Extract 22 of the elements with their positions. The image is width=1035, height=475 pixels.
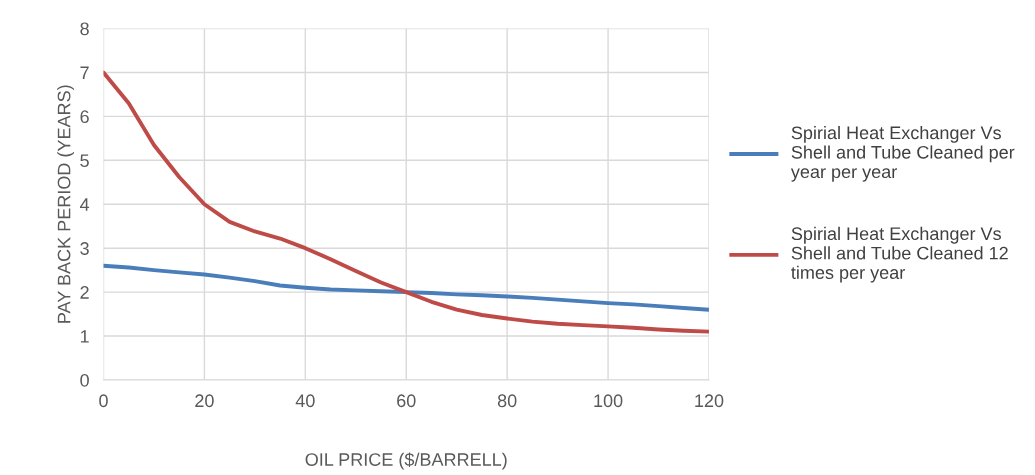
line-series xyxy=(103,70,709,334)
y-tick-label: 2 xyxy=(80,286,89,299)
y-tick-label: 6 xyxy=(80,110,89,124)
y-tick-label: 0 xyxy=(80,373,89,387)
y-tick-label: 4 xyxy=(79,198,90,211)
y-tick-label: 7 xyxy=(80,66,89,79)
y-tick-label: 8 xyxy=(80,22,89,36)
x-tick-label: 100 xyxy=(594,394,623,408)
x-tick-label: 60 xyxy=(397,394,416,408)
x-tick-label: 40 xyxy=(295,394,315,408)
legend-label: Spirial Heat Exchanger Vs Shell and Tube Cleaned 12 times per year xyxy=(791,226,1008,283)
x-tick-label: 20 xyxy=(195,394,214,408)
x-tick-label: 0 xyxy=(99,394,108,408)
line-series xyxy=(103,263,709,312)
y-tick-label: 3 xyxy=(80,242,89,255)
legend-label: Spirial Heat Exchanger Vs Shell and Tube Cleaned per year per year xyxy=(790,125,1015,182)
x-axis-title: OIL PRICE ($/BARRELL) xyxy=(305,452,507,470)
y-tick-label: 5 xyxy=(80,154,89,168)
y-axis-title: PAY BACK PERIOD (YEARS) xyxy=(57,85,75,323)
y-tick-label: 1 xyxy=(80,330,89,343)
x-tick-label: 120 xyxy=(695,394,724,408)
x-tick-label: 80 xyxy=(497,394,517,408)
